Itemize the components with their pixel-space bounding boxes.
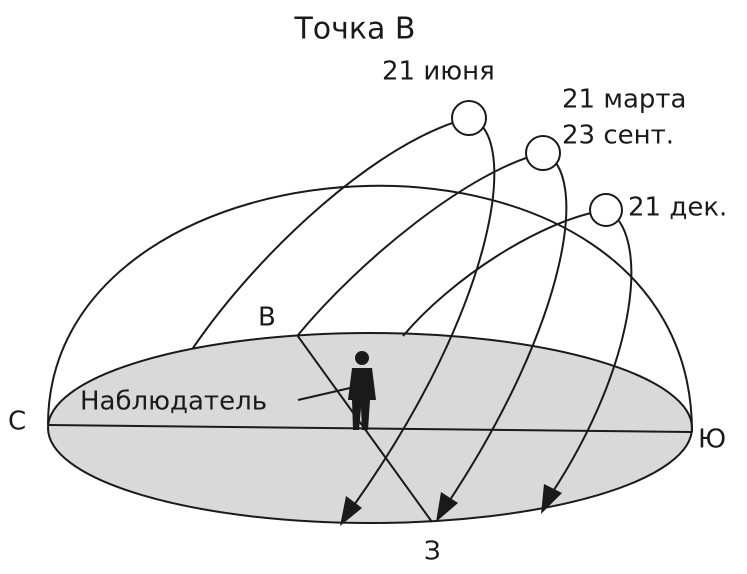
direction-label: З: [424, 537, 441, 567]
sun-label: 21 дек.: [628, 193, 727, 223]
sun-december: [590, 194, 622, 226]
observer-label: Наблюдатель: [80, 387, 267, 417]
title: Точка В: [293, 12, 415, 47]
sun-equinox: [526, 136, 560, 170]
sun-label: 21 июня: [382, 57, 495, 87]
direction-label: С: [8, 407, 26, 437]
diagram: Точка В 21 июня 21 марта 23 сент. 21 дек…: [0, 0, 747, 574]
direction-label: Ю: [698, 425, 726, 455]
sun-label: 21 марта: [562, 85, 686, 115]
direction-label: В: [258, 303, 276, 333]
sun-label: 23 сент.: [562, 121, 674, 151]
sun-june: [452, 101, 486, 135]
